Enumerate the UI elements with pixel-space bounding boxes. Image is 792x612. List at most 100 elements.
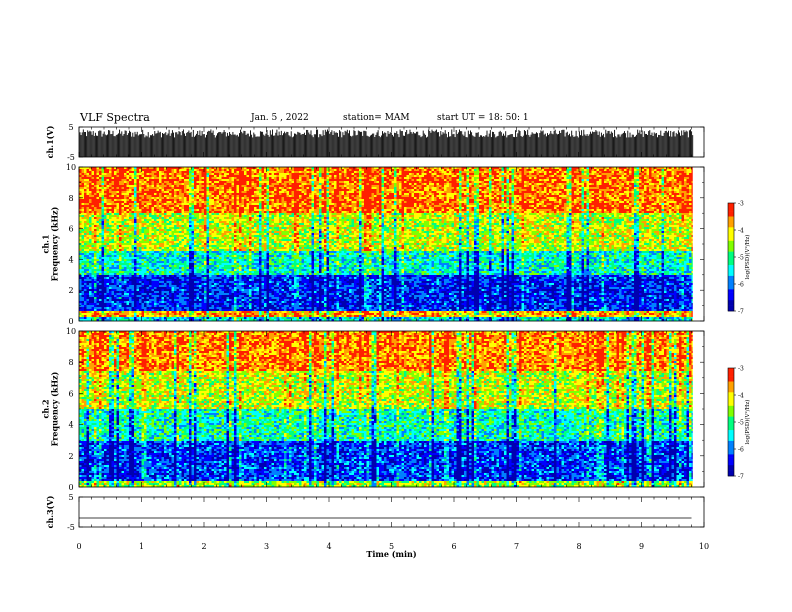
spectrogram-cell bbox=[192, 309, 195, 311]
y-tick-label: -5 bbox=[67, 153, 75, 162]
spectrogram-cell bbox=[217, 277, 220, 279]
spectrogram-cell bbox=[102, 171, 105, 173]
spectrogram-cell bbox=[134, 211, 137, 213]
spectrogram-cell bbox=[212, 281, 215, 283]
spectrogram-cell bbox=[87, 179, 90, 181]
spectrogram-cell bbox=[162, 241, 165, 243]
spectrogram-cell bbox=[194, 253, 197, 255]
spectrogram-cell bbox=[92, 287, 95, 289]
spectrogram-cell bbox=[207, 245, 210, 247]
spectrogram-cell bbox=[124, 247, 127, 249]
spectrogram-cell bbox=[134, 297, 137, 299]
spectrogram-cell bbox=[144, 293, 147, 295]
spectrogram-cell bbox=[112, 237, 115, 239]
ch1-waveform-panel: 5-5ch.1(V) bbox=[45, 123, 704, 162]
spectrogram-cell bbox=[167, 171, 170, 173]
spectrogram-cell bbox=[214, 277, 217, 279]
spectrogram-cell bbox=[109, 253, 112, 255]
waveform-trace bbox=[80, 129, 693, 157]
spectrogram-cell bbox=[129, 199, 132, 201]
spectrogram-cell bbox=[124, 185, 127, 187]
spectrogram-cell bbox=[199, 293, 202, 295]
spectrogram-cell bbox=[177, 203, 180, 205]
spectrogram-cell bbox=[184, 205, 187, 207]
spectrogram-cell bbox=[139, 189, 142, 191]
spectrogram-cell bbox=[184, 297, 187, 299]
spectrogram-cell bbox=[124, 309, 127, 311]
spectrogram-cell bbox=[189, 237, 192, 239]
spectrogram-cell bbox=[87, 241, 90, 243]
spectrogram-cell bbox=[179, 271, 182, 273]
spectrogram-cell bbox=[109, 265, 112, 267]
spectrogram-cell bbox=[139, 205, 142, 207]
spectrogram-cell bbox=[202, 173, 205, 175]
spectrogram-cell bbox=[184, 203, 187, 205]
spectrogram-cell bbox=[142, 267, 145, 269]
spectrogram-cell bbox=[142, 305, 145, 307]
spectrogram-cell bbox=[214, 233, 217, 235]
spectrogram-cell bbox=[217, 199, 220, 201]
spectrogram-cell bbox=[79, 171, 82, 173]
spectrogram-cell bbox=[207, 279, 210, 281]
spectrogram-cell bbox=[159, 307, 162, 309]
spectrogram-cell bbox=[169, 195, 172, 197]
spectrogram-cell bbox=[182, 221, 185, 223]
spectrogram-cell bbox=[214, 173, 217, 175]
spectrogram-cell bbox=[192, 305, 195, 307]
spectrogram-cell bbox=[192, 209, 195, 211]
spectrogram-cell bbox=[174, 269, 177, 271]
spectrogram-cell bbox=[207, 185, 210, 187]
spectrogram-cell bbox=[89, 275, 92, 277]
spectrogram-cell bbox=[84, 283, 87, 285]
spectrogram-cell bbox=[147, 313, 150, 315]
spectrogram-cell bbox=[169, 281, 172, 283]
spectrogram-cell bbox=[177, 221, 180, 223]
spectrogram-cell bbox=[149, 239, 152, 241]
spectrogram-cell bbox=[169, 265, 172, 267]
spectrogram-cell bbox=[92, 295, 95, 297]
spectrogram-cell bbox=[94, 233, 97, 235]
spectrogram-cell bbox=[197, 281, 200, 283]
spectrogram-cell bbox=[204, 237, 207, 239]
spectrogram-cell bbox=[84, 253, 87, 255]
spectrogram-cell bbox=[117, 269, 120, 271]
spectrogram-cell bbox=[184, 239, 187, 241]
spectrogram-cell bbox=[102, 281, 105, 283]
spectrogram-cell bbox=[99, 297, 102, 299]
spectrogram-cell bbox=[114, 309, 117, 311]
spectrogram-cell bbox=[84, 295, 87, 297]
spectrogram-cell bbox=[184, 195, 187, 197]
spectrogram-cell bbox=[117, 215, 120, 217]
spectrogram-cell bbox=[179, 275, 182, 277]
spectrogram-cell bbox=[187, 231, 190, 233]
spectrogram-cell bbox=[187, 243, 190, 245]
spectrogram-cell bbox=[197, 273, 200, 275]
spectrogram-cell bbox=[124, 281, 127, 283]
spectrogram-cell bbox=[87, 269, 90, 271]
spectrogram-cell bbox=[167, 225, 170, 227]
spectrogram-cell bbox=[189, 257, 192, 259]
spectrogram-cell bbox=[167, 291, 170, 293]
spectrogram-cell bbox=[172, 193, 175, 195]
spectrogram-cell bbox=[137, 237, 140, 239]
spectrogram-cell bbox=[99, 315, 102, 317]
spectrogram-cell bbox=[124, 235, 127, 237]
spectrogram-cell bbox=[184, 171, 187, 173]
spectrogram-cell bbox=[179, 239, 182, 241]
spectrogram-cell bbox=[92, 191, 95, 193]
spectrogram-cell bbox=[192, 259, 195, 261]
spectrogram-cell bbox=[97, 225, 100, 227]
spectrogram-cell bbox=[127, 171, 130, 173]
spectrogram-cell bbox=[162, 213, 165, 215]
spectrogram-cell bbox=[189, 235, 192, 237]
spectrogram-cell bbox=[94, 217, 97, 219]
spectrogram-cell bbox=[144, 313, 147, 315]
spectrogram-cell bbox=[119, 213, 122, 215]
spectrogram-cell bbox=[82, 199, 85, 201]
spectrogram-cell bbox=[162, 179, 165, 181]
spectrogram-cell bbox=[167, 197, 170, 199]
spectrogram-cell bbox=[87, 225, 90, 227]
spectrogram-cell bbox=[204, 197, 207, 199]
spectrogram-cell bbox=[204, 283, 207, 285]
spectrogram-cell bbox=[182, 299, 185, 301]
